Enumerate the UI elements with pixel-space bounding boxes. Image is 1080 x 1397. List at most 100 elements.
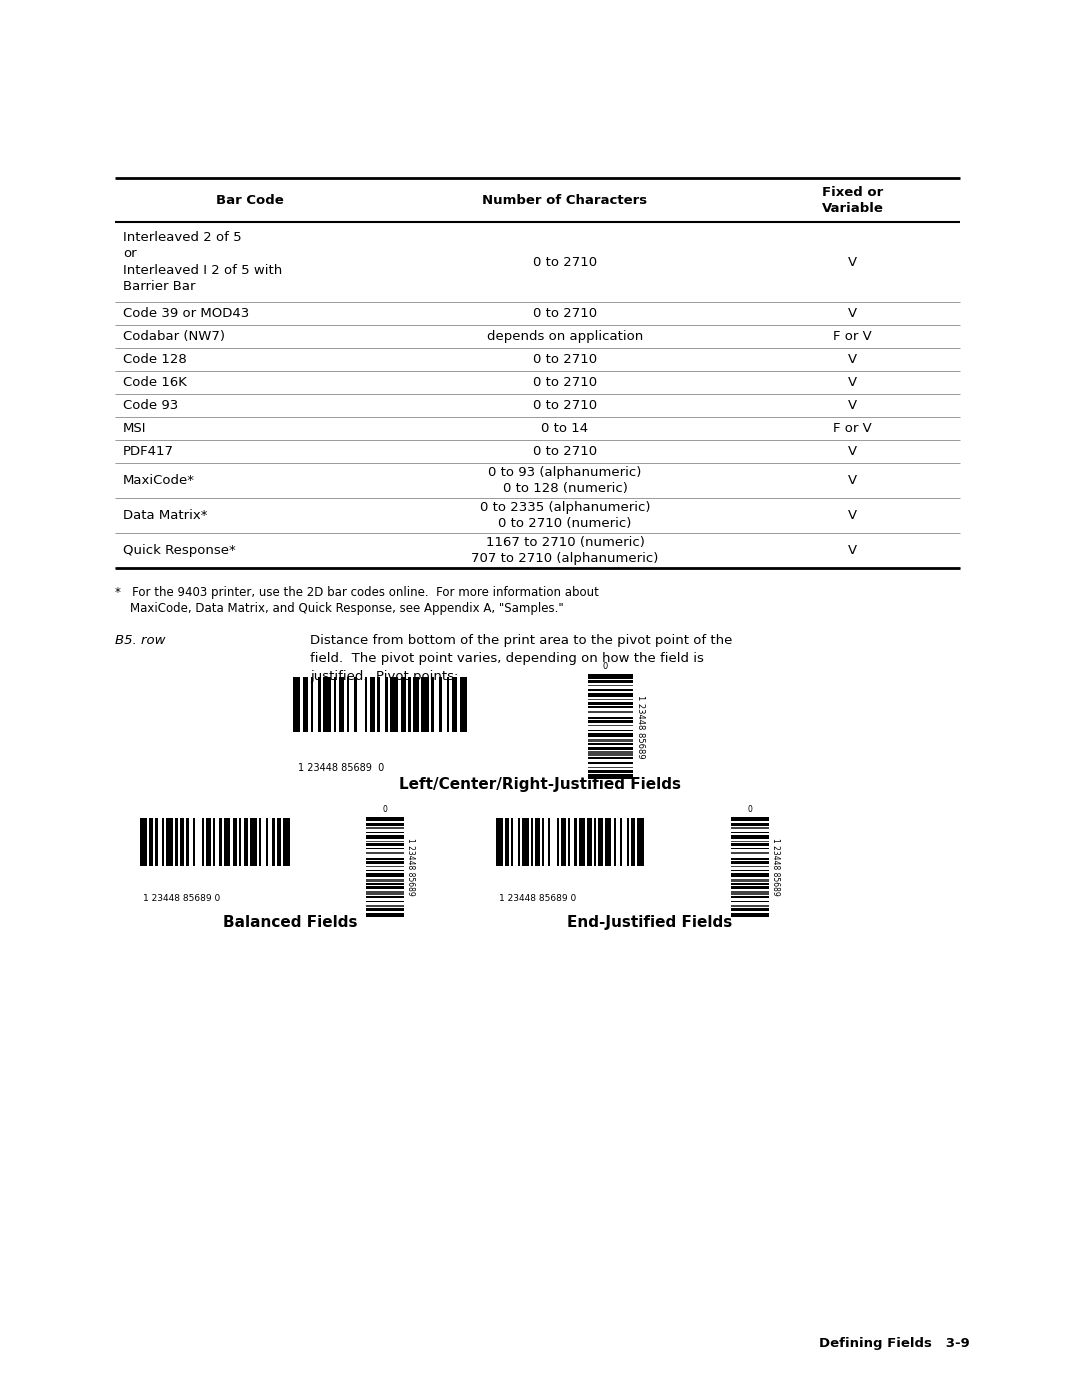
Bar (588, 721, 633, 724)
Text: Code 128: Code 128 (123, 353, 187, 366)
Bar (588, 746, 633, 750)
Text: F or V: F or V (833, 422, 872, 434)
Bar (605, 819, 611, 866)
Text: 0: 0 (603, 662, 608, 671)
Text: Interleaved 2 of 5
or
Interleaved I 2 of 5 with
Barrier Bar: Interleaved 2 of 5 or Interleaved I 2 of… (123, 231, 282, 293)
Text: 0 to 2710: 0 to 2710 (532, 446, 597, 458)
Text: V: V (848, 509, 858, 522)
Text: 1 23448 85689: 1 23448 85689 (406, 838, 415, 895)
Bar (522, 819, 528, 866)
Text: V: V (848, 446, 858, 458)
Bar (620, 819, 622, 866)
Bar (588, 685, 633, 686)
Text: PDF417: PDF417 (123, 446, 174, 458)
Bar (366, 866, 404, 868)
Text: 1 23448 85689  0: 1 23448 85689 0 (297, 763, 383, 773)
Bar (579, 819, 585, 866)
Text: 0 to 2710: 0 to 2710 (532, 353, 597, 366)
Bar (575, 819, 577, 866)
Bar (557, 819, 559, 866)
Bar (377, 676, 380, 732)
Bar (731, 890, 769, 895)
Bar (206, 819, 211, 866)
Bar (562, 819, 566, 866)
Text: Code 39 or MOD43: Code 39 or MOD43 (123, 307, 249, 320)
Bar (598, 819, 603, 866)
Bar (366, 848, 404, 849)
Bar (588, 752, 633, 756)
Bar (224, 819, 230, 866)
Bar (366, 883, 404, 884)
Text: depends on application: depends on application (487, 330, 643, 344)
Bar (731, 827, 769, 828)
Text: MaxiCode*: MaxiCode* (123, 474, 195, 488)
Bar (323, 676, 332, 732)
Bar (366, 841, 404, 842)
Bar (276, 819, 281, 866)
Bar (588, 701, 633, 705)
Bar (390, 676, 399, 732)
Bar (156, 819, 158, 866)
Bar (408, 676, 410, 732)
Text: Fixed or
Variable: Fixed or Variable (822, 186, 883, 215)
Bar (179, 819, 184, 866)
Bar (366, 827, 404, 828)
Bar (365, 676, 367, 732)
Text: V: V (848, 474, 858, 488)
Bar (232, 819, 237, 866)
Text: Number of Characters: Number of Characters (483, 194, 648, 207)
Bar (731, 905, 769, 907)
Text: 1 23448 85689 0: 1 23448 85689 0 (499, 894, 577, 902)
Text: Balanced Fields: Balanced Fields (222, 915, 357, 930)
Bar (731, 879, 769, 882)
Bar (366, 861, 404, 865)
Bar (311, 676, 313, 732)
Bar (588, 711, 633, 712)
Bar (366, 901, 404, 902)
Text: V: V (848, 376, 858, 388)
Text: 0 to 93 (alphanumeric)
0 to 128 (numeric): 0 to 93 (alphanumeric) 0 to 128 (numeric… (488, 465, 642, 496)
Text: *   For the 9403 printer, use the 2D bar codes online.  For more information abo: * For the 9403 printer, use the 2D bar c… (114, 585, 599, 599)
Bar (366, 873, 404, 877)
Bar (366, 844, 404, 847)
Bar (731, 866, 769, 868)
Bar (202, 819, 204, 866)
Bar (731, 848, 769, 849)
Bar (140, 819, 147, 866)
Bar (594, 819, 596, 866)
Text: Left/Center/Right-Justified Fields: Left/Center/Right-Justified Fields (399, 777, 681, 792)
Bar (588, 739, 633, 742)
Bar (511, 819, 513, 866)
Bar (366, 890, 404, 895)
Bar (731, 841, 769, 842)
Bar (731, 852, 769, 854)
Text: 0 to 2710: 0 to 2710 (532, 307, 597, 320)
Text: Quick Response*: Quick Response* (123, 543, 235, 557)
Bar (496, 819, 502, 866)
Bar (731, 873, 769, 877)
Bar (460, 676, 468, 732)
Text: Distance from bottom of the print area to the pivot point of the
field.  The piv: Distance from bottom of the print area t… (310, 634, 732, 683)
Bar (366, 908, 404, 911)
Bar (240, 819, 242, 866)
Bar (731, 834, 769, 840)
Text: 1 23448 85689 0: 1 23448 85689 0 (143, 894, 220, 902)
Bar (366, 852, 404, 854)
Bar (366, 858, 404, 859)
Text: 0: 0 (382, 805, 388, 814)
Bar (588, 717, 633, 719)
Bar (731, 870, 769, 872)
Bar (366, 886, 404, 888)
Bar (588, 770, 633, 773)
Text: 0: 0 (747, 805, 753, 814)
Bar (366, 879, 404, 882)
Text: Defining Fields   3-9: Defining Fields 3-9 (820, 1337, 970, 1350)
Bar (731, 912, 769, 916)
Bar (731, 897, 769, 898)
Bar (366, 831, 404, 833)
Bar (588, 698, 633, 700)
Bar (588, 732, 633, 738)
Text: MaxiCode, Data Matrix, and Quick Response, see Appendix A, "Samples.": MaxiCode, Data Matrix, and Quick Respons… (114, 602, 564, 615)
Bar (366, 870, 404, 872)
Bar (588, 673, 633, 679)
